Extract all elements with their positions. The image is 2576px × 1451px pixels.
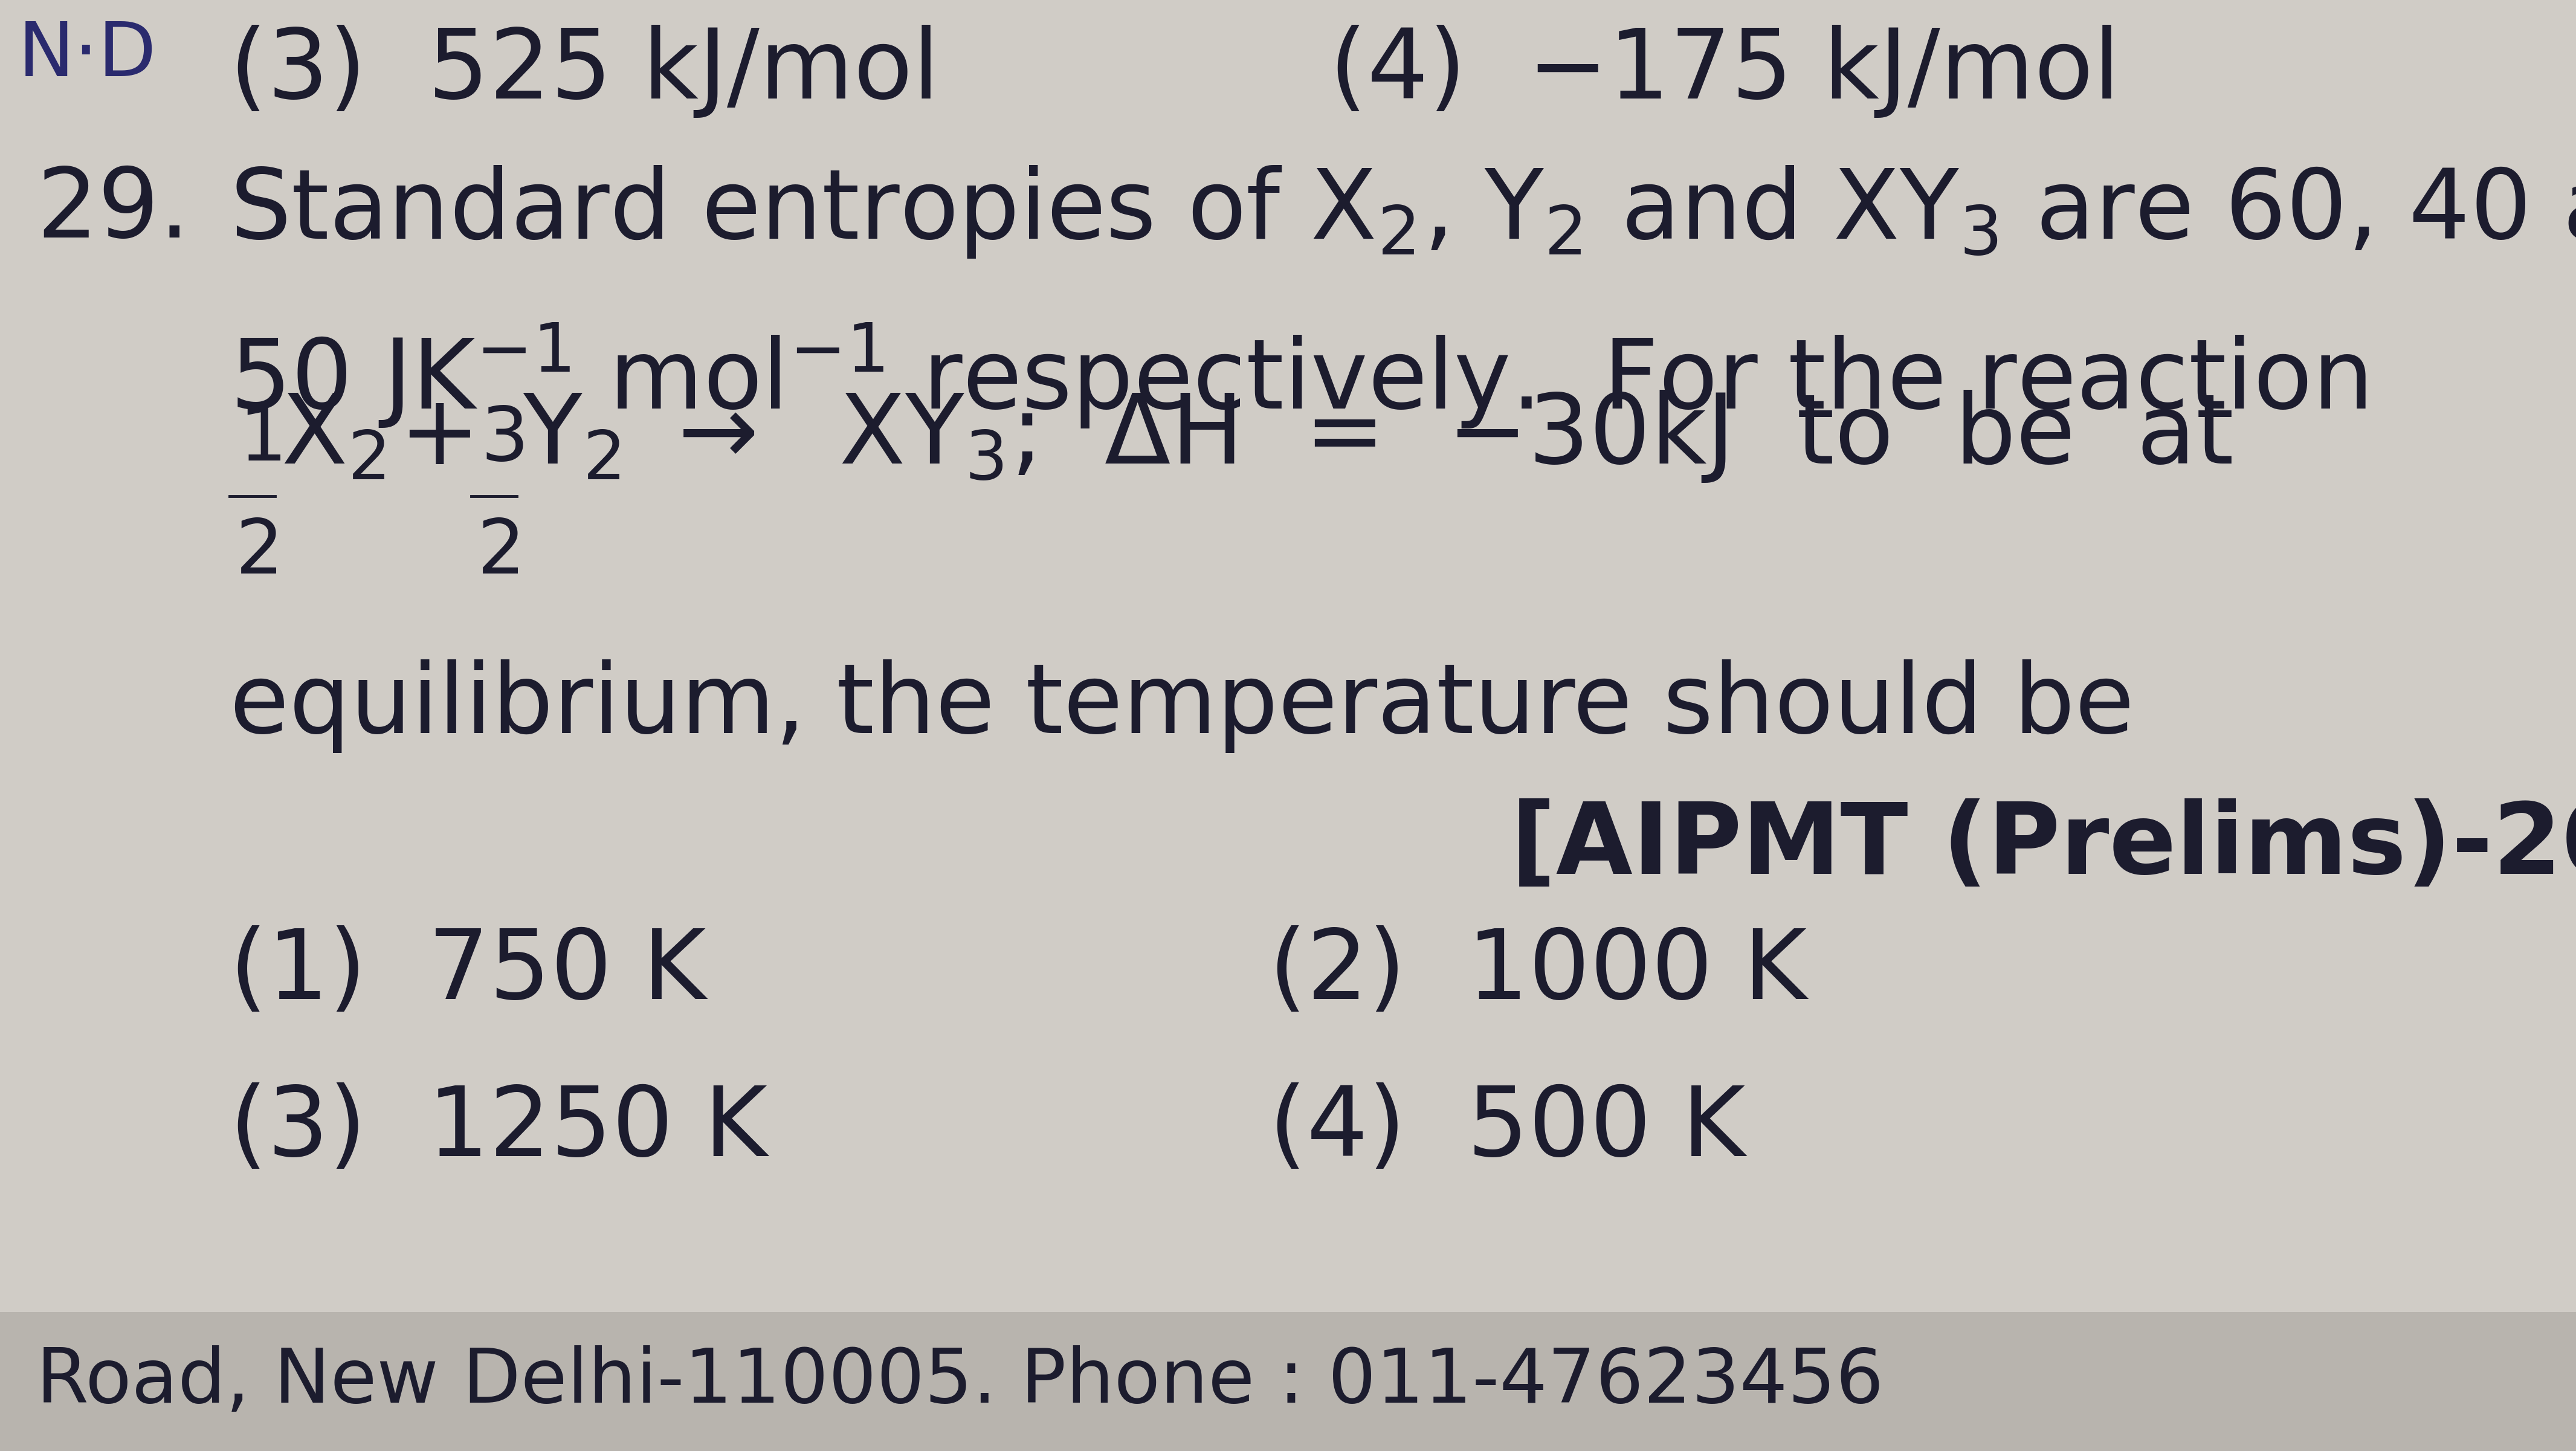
Text: (2)  1000 K: (2) 1000 K — [1270, 926, 1806, 1019]
Text: 1: 1 — [240, 403, 286, 476]
Text: equilibrium, the temperature should be: equilibrium, the temperature should be — [229, 659, 2136, 753]
Text: 50 JK$^{-1}$ mol$^{-1}$ respectively.  For the reaction: 50 JK$^{-1}$ mol$^{-1}$ respectively. Fo… — [229, 321, 2367, 429]
Text: $\mathregular{X_2}$: $\mathregular{X_2}$ — [281, 390, 386, 485]
Text: 2: 2 — [234, 517, 283, 589]
Text: (4)  500 K: (4) 500 K — [1270, 1082, 1747, 1175]
Text: Road, New Delhi-110005. Phone : 011-47623456: Road, New Delhi-110005. Phone : 011-4762… — [36, 1345, 1883, 1418]
Text: (1)  750 K: (1) 750 K — [229, 926, 706, 1019]
Text: (4)  −175 kJ/mol: (4) −175 kJ/mol — [1329, 25, 2120, 119]
Text: 3: 3 — [479, 403, 528, 476]
Text: +: + — [399, 390, 479, 485]
Text: [AIPMT (Prelims)-2010]: [AIPMT (Prelims)-2010] — [1510, 798, 2576, 894]
Text: $\mathregular{Y_2}$ $\rightarrow$  $\mathregular{XY_3}$;  $\Delta$H  =  $-$30kJ : $\mathregular{Y_2}$ $\rightarrow$ $\math… — [523, 389, 2233, 485]
Text: (3)  525 kJ/mol: (3) 525 kJ/mol — [229, 25, 940, 119]
Text: (3)  1250 K: (3) 1250 K — [229, 1082, 768, 1175]
Text: 2: 2 — [477, 517, 526, 589]
Text: N·D: N·D — [18, 19, 157, 91]
FancyBboxPatch shape — [0, 1312, 2576, 1451]
Text: Standard entropies of $\mathregular{X_2}$, $\mathregular{Y_2}$ and $\mathregular: Standard entropies of $\mathregular{X_2}… — [229, 164, 2576, 260]
Text: 29.: 29. — [36, 164, 191, 257]
